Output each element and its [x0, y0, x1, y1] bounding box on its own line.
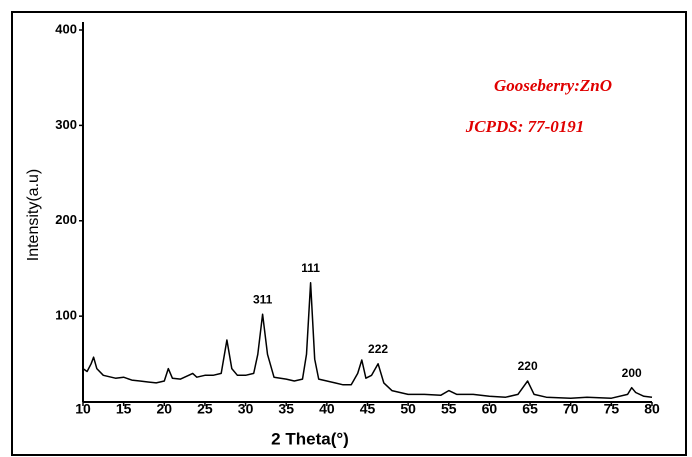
x-tick-label: 25 — [197, 401, 213, 417]
y-axis-label: Intensity(a.u) — [25, 169, 42, 261]
x-tick-label: 20 — [156, 401, 172, 417]
x-tick-label: 15 — [116, 401, 132, 417]
x-tick-label: 70 — [563, 401, 579, 417]
peak-label: 220 — [518, 359, 538, 373]
peak-label: 222 — [368, 342, 388, 356]
peak-label: 200 — [622, 366, 642, 380]
y-tick-label: 200 — [55, 212, 77, 227]
y-tick-label: 100 — [55, 308, 77, 323]
frame — [11, 11, 687, 456]
y-tick-label: 400 — [55, 21, 77, 36]
x-tick-label: 75 — [604, 401, 620, 417]
x-tick-label: 30 — [238, 401, 254, 417]
x-tick-label: 55 — [441, 401, 457, 417]
x-tick-label: 80 — [644, 401, 660, 417]
annotation: JCPDS: 77-0191 — [465, 117, 585, 136]
x-tick-label: 45 — [360, 401, 376, 417]
y-tick-label: 300 — [55, 117, 77, 132]
xrd-line — [82, 282, 653, 399]
x-tick-label: 65 — [522, 401, 538, 417]
x-tick-label: 50 — [400, 401, 416, 417]
x-axis-label: 2 Theta(°) — [271, 429, 349, 448]
peak-label: 111 — [301, 261, 320, 275]
x-tick-label: 40 — [319, 401, 335, 417]
annotation: Gooseberry:ZnO — [494, 76, 612, 95]
peak-label: 311 — [253, 292, 273, 306]
x-tick-label: 60 — [482, 401, 498, 417]
x-tick-label: 35 — [278, 401, 294, 417]
x-tick-label: 10 — [75, 401, 91, 417]
